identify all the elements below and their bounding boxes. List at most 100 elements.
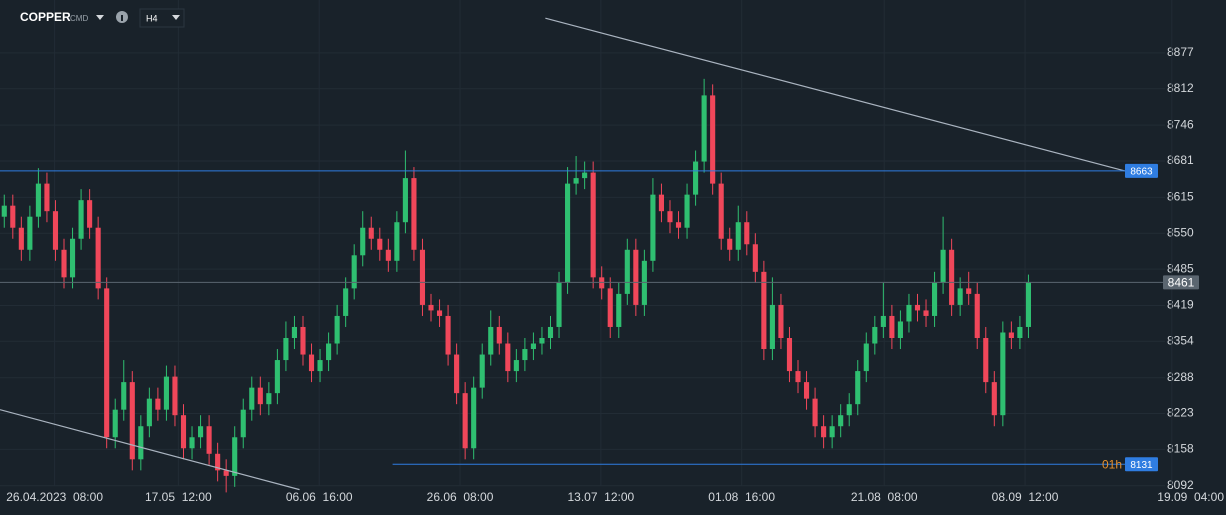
x-tick-label: 19.09 04:00 bbox=[1157, 490, 1224, 504]
candle-body bbox=[599, 277, 605, 289]
candle-body bbox=[684, 194, 690, 228]
candle-body bbox=[641, 260, 647, 305]
candle-body bbox=[471, 387, 477, 449]
price-level-label: 8663 bbox=[1130, 167, 1153, 178]
candle-body bbox=[633, 249, 639, 305]
trendline bbox=[0, 409, 300, 491]
candle-body bbox=[829, 426, 835, 438]
candle-body bbox=[949, 249, 955, 305]
candle-body bbox=[232, 437, 238, 476]
candle-body bbox=[10, 205, 16, 228]
candle-body bbox=[940, 249, 946, 283]
info-icon-glyph bbox=[121, 15, 123, 21]
x-tick-label: 08.09 12:00 bbox=[992, 490, 1059, 504]
candle-body bbox=[198, 426, 204, 438]
candle-body bbox=[556, 282, 562, 327]
candle-body bbox=[283, 338, 289, 361]
candle-body bbox=[727, 238, 733, 250]
candle-body bbox=[479, 354, 485, 388]
candle-body bbox=[462, 393, 468, 449]
price-level-tag: 01h bbox=[1102, 457, 1122, 471]
x-tick-label: 17.05 12:00 bbox=[145, 490, 212, 504]
timeframe-box[interactable] bbox=[139, 8, 185, 28]
candle-body bbox=[206, 426, 212, 454]
candle-body bbox=[718, 183, 724, 239]
candle-body bbox=[795, 371, 801, 383]
symbol[interactable]: COPPER bbox=[20, 10, 71, 24]
candle-body bbox=[1000, 332, 1006, 416]
candle-body bbox=[155, 398, 161, 410]
candle-body bbox=[513, 360, 519, 372]
price-level-box bbox=[1163, 275, 1199, 290]
candle-body bbox=[838, 415, 844, 427]
candle-body bbox=[308, 354, 315, 372]
candle-body bbox=[368, 227, 374, 239]
candle-body bbox=[146, 398, 152, 427]
candle-body bbox=[872, 326, 878, 344]
candle-body bbox=[180, 415, 187, 449]
candle-body bbox=[78, 200, 84, 239]
candle-body bbox=[419, 249, 426, 305]
candle-body bbox=[61, 249, 67, 278]
candle-body bbox=[274, 360, 280, 394]
candle-body bbox=[539, 338, 545, 344]
candle-body bbox=[675, 222, 682, 228]
candle-body bbox=[1008, 332, 1014, 339]
candle-body bbox=[343, 288, 349, 316]
candle-body bbox=[1, 205, 7, 217]
candle-body bbox=[18, 227, 24, 250]
candle-body bbox=[923, 310, 929, 316]
candle-body bbox=[291, 326, 298, 339]
candle-body bbox=[761, 271, 767, 350]
candle-body bbox=[991, 382, 997, 416]
candle-body bbox=[803, 382, 810, 399]
candle-body bbox=[932, 282, 938, 316]
candle-body bbox=[974, 293, 980, 339]
candle-body bbox=[693, 161, 699, 195]
candle-body bbox=[590, 172, 596, 278]
candle-body bbox=[104, 288, 110, 438]
candle-body bbox=[650, 194, 656, 261]
candle-body bbox=[855, 371, 861, 405]
y-tick-label: 8877 bbox=[1167, 45, 1194, 59]
candle-body bbox=[701, 95, 707, 162]
candle-body bbox=[249, 387, 255, 410]
candle-body bbox=[138, 426, 144, 460]
candle-body bbox=[189, 437, 195, 449]
candle-body bbox=[326, 343, 332, 361]
candle-body bbox=[744, 222, 750, 245]
y-tick-label: 8485 bbox=[1167, 261, 1194, 275]
candle-body bbox=[667, 211, 673, 223]
candle-body bbox=[394, 222, 400, 261]
price-level-box bbox=[1125, 457, 1158, 472]
candle-body bbox=[752, 244, 758, 272]
price-level-box bbox=[1125, 163, 1158, 178]
candle-body bbox=[624, 249, 630, 294]
candle-body bbox=[436, 310, 443, 316]
x-tick-label: 13.07 12:00 bbox=[567, 490, 634, 504]
candle-body bbox=[547, 326, 554, 339]
candle-body bbox=[1025, 282, 1032, 327]
y-tick-label: 8681 bbox=[1167, 153, 1194, 167]
candle-body bbox=[402, 178, 408, 223]
candle-body bbox=[428, 304, 434, 311]
candle-body bbox=[27, 216, 33, 250]
candle-body bbox=[1017, 326, 1023, 339]
candle-body bbox=[769, 304, 775, 350]
candle-body bbox=[95, 227, 101, 289]
candle-body bbox=[411, 178, 417, 250]
trendline bbox=[545, 17, 1126, 172]
candle-body bbox=[530, 343, 536, 350]
timeframe-dropdown[interactable] bbox=[172, 15, 180, 20]
candles bbox=[1, 78, 1032, 493]
candle-body bbox=[957, 288, 963, 305]
price-level-label: 8131 bbox=[1130, 460, 1153, 471]
y-tick-label: 8550 bbox=[1167, 225, 1194, 239]
candle-body bbox=[488, 326, 494, 355]
candle-body bbox=[658, 194, 665, 212]
symbol-dropdown[interactable] bbox=[96, 15, 104, 20]
candle-body bbox=[522, 349, 528, 361]
candle-body bbox=[445, 315, 451, 355]
